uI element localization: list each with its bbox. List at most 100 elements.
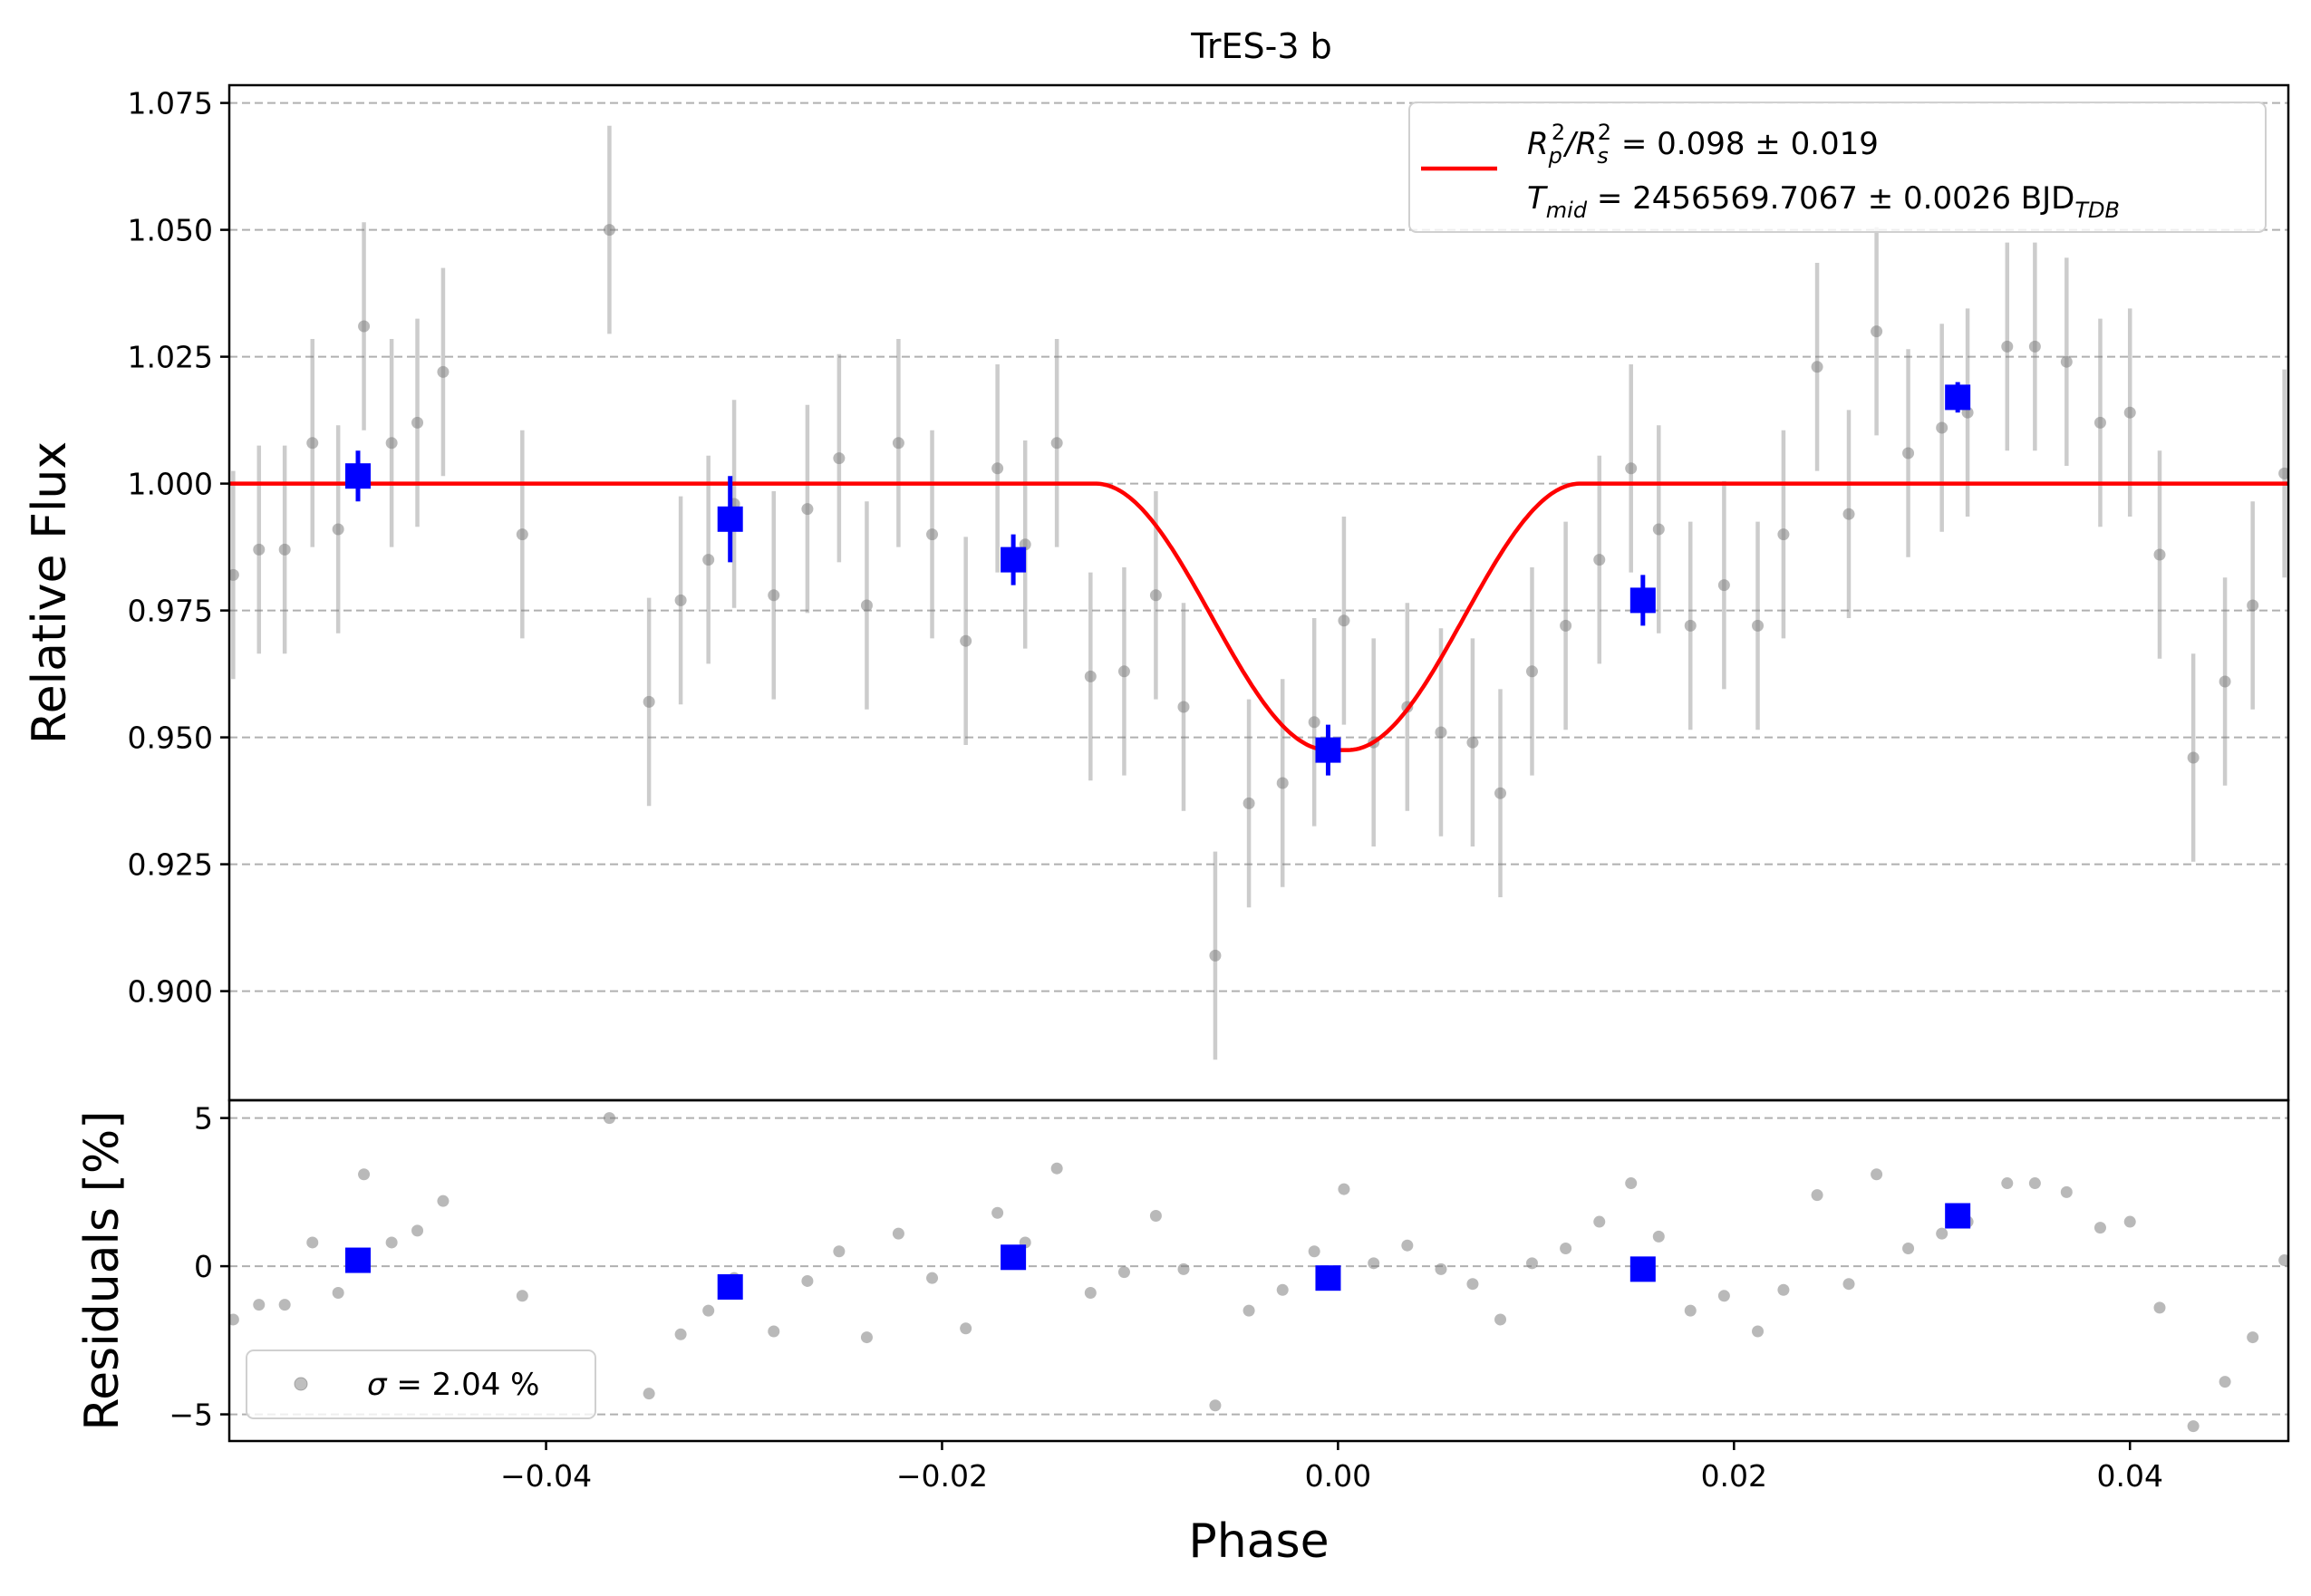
raw-residual-point (1902, 1242, 1915, 1254)
raw-flux-point (332, 523, 344, 536)
raw-flux-point (892, 437, 904, 450)
residual-legend: σ = 2.04 % (246, 1349, 596, 1419)
flux-y-tick-label: 0.950 (128, 721, 213, 756)
raw-flux-point (674, 594, 687, 606)
residual-panel: −5 0 5 Residuals [%] σ = 2.04 % (75, 1098, 2290, 1443)
raw-flux-point (385, 437, 398, 450)
raw-residual-point (358, 1168, 371, 1181)
binned-flux-point (717, 506, 743, 532)
x-tick-label: 0.00 (1305, 1458, 1371, 1494)
raw-residual-point (643, 1388, 655, 1400)
raw-residual-point (332, 1287, 344, 1300)
raw-flux-point (1625, 462, 1638, 475)
raw-flux-point (1652, 523, 1665, 536)
raw-flux-point (229, 568, 239, 581)
raw-flux-point (1117, 665, 1130, 678)
raw-flux-point (2028, 340, 2041, 353)
raw-flux-point (1435, 726, 1447, 739)
residual-legend-marker (294, 1377, 308, 1391)
raw-residual-point (385, 1236, 398, 1249)
raw-residual-point (2278, 1254, 2288, 1267)
residual-y-axis-label: Residuals [%] (75, 1110, 130, 1430)
raw-residual-point (768, 1325, 780, 1338)
raw-flux-point (2093, 416, 2106, 429)
raw-flux-point (1684, 619, 1697, 632)
raw-residual-point (1560, 1242, 1572, 1254)
raw-flux-point (768, 589, 780, 602)
binned-residual-point (1945, 1203, 1971, 1229)
raw-residual-point (1494, 1313, 1507, 1326)
raw-residual-point (1871, 1168, 1883, 1181)
raw-residual-point (801, 1274, 814, 1287)
raw-flux-point (702, 554, 715, 566)
raw-flux-point (1560, 619, 1572, 632)
raw-residual-point (860, 1331, 873, 1344)
raw-residual-point (516, 1290, 528, 1302)
raw-flux-point (1777, 528, 1790, 541)
raw-flux-point (2001, 340, 2014, 353)
raw-residual-point (1525, 1257, 1538, 1270)
raw-flux-point (860, 599, 873, 612)
raw-flux-point (960, 634, 972, 647)
residual-plot-frame (227, 1098, 2290, 1443)
raw-residual-point (1466, 1278, 1479, 1291)
raw-residual-point (674, 1328, 687, 1340)
raw-residual-point (2060, 1185, 2073, 1198)
raw-flux-point (278, 543, 291, 556)
raw-flux-point (1902, 447, 1915, 459)
raw-flux-point (801, 503, 814, 516)
raw-flux-point (306, 437, 319, 450)
raw-residual-point (1050, 1162, 1063, 1175)
flux-y-tick-label: 1.025 (128, 340, 213, 375)
raw-flux-point (2187, 751, 2200, 764)
raw-residual-point (1149, 1210, 1162, 1223)
raw-residual-point (411, 1224, 424, 1237)
flux-y-tick-label: 1.050 (128, 213, 213, 248)
binned-flux-point (1315, 737, 1341, 763)
raw-residual-point (2153, 1301, 2166, 1314)
raw-flux-point (2153, 548, 2166, 561)
raw-flux-point (1149, 589, 1162, 602)
raw-residual-point (1243, 1304, 1255, 1317)
raw-flux-point (1243, 797, 1255, 809)
x-axis-label: Phase (1188, 1514, 1329, 1569)
raw-residual-point (1752, 1325, 1765, 1338)
raw-residual-point (1625, 1177, 1638, 1190)
x-tick-label: 0.04 (2096, 1458, 2162, 1494)
raw-flux-point (411, 416, 424, 429)
raw-residual-point (1276, 1283, 1289, 1296)
raw-residual-point (1117, 1266, 1130, 1279)
raw-residual-point (1308, 1245, 1320, 1258)
raw-flux-point (2060, 355, 2073, 368)
raw-residual-point (1435, 1262, 1447, 1275)
raw-flux-point (643, 695, 655, 708)
flux-legend-depth-label: Rp2/Rs2 = 0.098 ± 0.019 (1527, 120, 1879, 169)
raw-residual-point (1209, 1399, 1222, 1412)
chart-title: TrES-3 b (1190, 26, 1331, 66)
raw-flux-point (833, 452, 846, 465)
raw-residual-point (1842, 1278, 1855, 1291)
raw-flux-point (1209, 949, 1222, 962)
raw-residual-point (1936, 1227, 1948, 1240)
binned-residual-point (1001, 1244, 1027, 1271)
raw-residual-point (1338, 1183, 1350, 1195)
binned-residual-point (1315, 1265, 1341, 1291)
flux-y-tick-label: 0.975 (128, 594, 213, 629)
raw-residual-point (1368, 1257, 1380, 1270)
residual-legend-box (246, 1349, 596, 1419)
raw-residual-point (926, 1272, 939, 1284)
raw-residual-point (833, 1245, 846, 1258)
binned-flux-point (345, 463, 371, 489)
raw-residual-point (603, 1112, 615, 1125)
raw-residual-point (437, 1195, 450, 1207)
raw-flux-point (1050, 437, 1063, 450)
raw-residual-point (2093, 1222, 2106, 1234)
raw-residual-point (991, 1206, 1004, 1219)
residual-y-axis: −5 0 5 (169, 1101, 229, 1433)
transit-model-curve (229, 481, 2288, 752)
raw-flux-point (926, 528, 939, 541)
raw-flux-point (1276, 777, 1289, 789)
flux-y-tick-label: 1.075 (128, 86, 213, 121)
flux-legend-tmid-label: Tmid = 2456569.7067 ± 0.0026 BJDTDB (1527, 180, 2120, 223)
residual-y-tick-label: −5 (169, 1398, 213, 1433)
